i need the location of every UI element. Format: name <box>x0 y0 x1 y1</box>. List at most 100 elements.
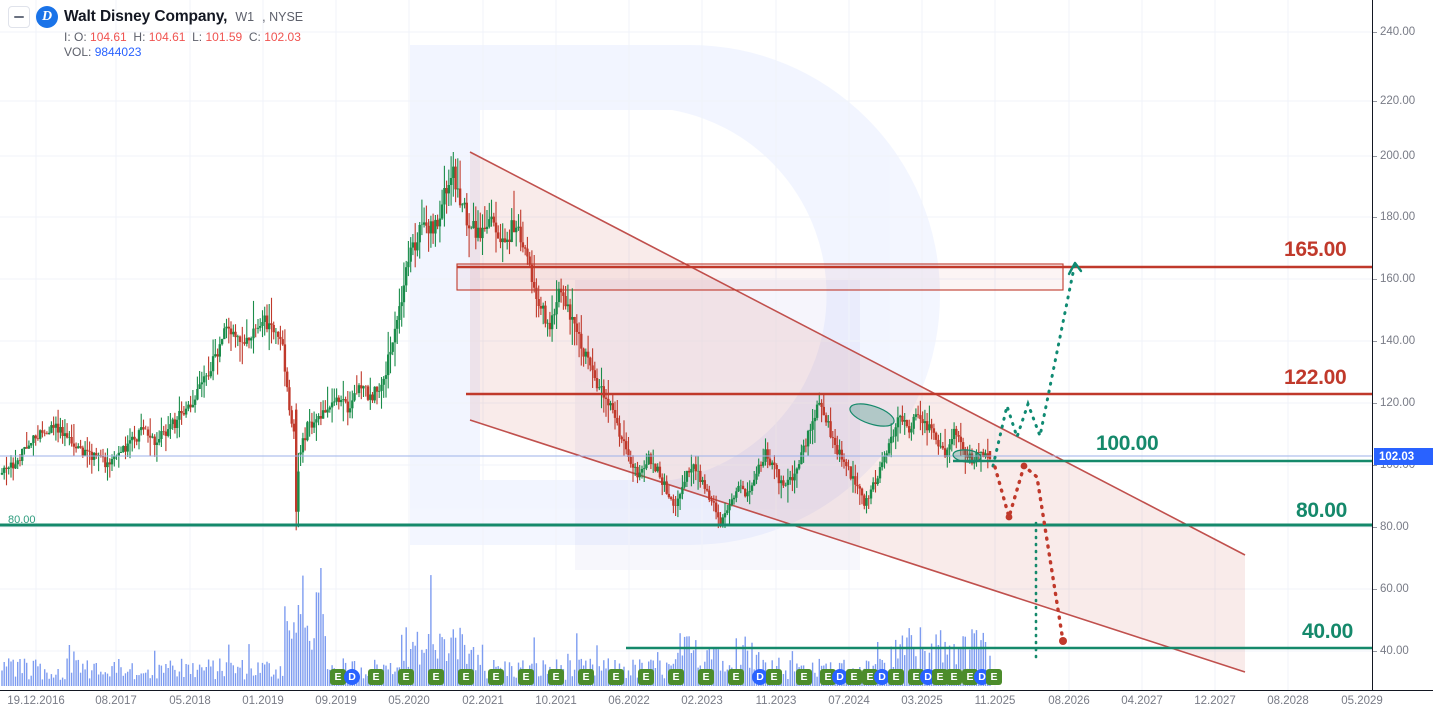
open-label: O: <box>74 30 87 44</box>
tick-label: 60.00 <box>1380 583 1409 595</box>
minus-icon[interactable] <box>8 6 30 28</box>
time-tick-03-2025: 03.2025 <box>901 695 943 707</box>
disney-logo-icon: D <box>36 6 58 28</box>
earnings-badge[interactable]: E <box>698 669 714 685</box>
earnings-badge[interactable]: E <box>728 669 744 685</box>
tick-dash <box>1373 340 1377 342</box>
earnings-badge[interactable]: E <box>608 669 624 685</box>
tick-dash <box>1373 402 1377 404</box>
time-scale[interactable]: 19.12.2016 08.2017 05.2018 01.2019 09.2019 05… <box>0 690 1433 714</box>
time-tick-11-2023: 11.2023 <box>755 695 797 707</box>
earnings-badge[interactable]: E <box>932 669 948 685</box>
earnings-badge[interactable]: E <box>548 669 564 685</box>
tick-label: 80.00 <box>1380 521 1409 533</box>
earnings-badge[interactable]: E <box>368 669 384 685</box>
earnings-badge[interactable]: E <box>846 669 862 685</box>
tick-label: 180.00 <box>1380 211 1416 223</box>
time-tick-06-2022: 06.2022 <box>608 695 650 707</box>
time-tick-04-2027: 04.2027 <box>1121 695 1163 707</box>
time-tick-12-2027: 12.2027 <box>1194 695 1236 707</box>
descending-channel-annotation <box>469 151 1246 673</box>
level-label-40: 40.00 <box>1302 620 1354 643</box>
low-label: L: <box>192 30 203 44</box>
level-label-80-inline: 80.00 <box>8 514 36 526</box>
legend-title-row: D Walt Disney Company, W1 , NYSE <box>8 4 303 30</box>
earnings-badge[interactable]: E <box>638 669 654 685</box>
earnings-badge[interactable]: E <box>458 669 474 685</box>
earnings-badge[interactable]: E <box>330 669 346 685</box>
tick-dash <box>1373 526 1377 528</box>
dividend-badge[interactable]: D <box>874 669 890 685</box>
volume-row: VOL: 9844023 <box>64 45 303 60</box>
price-tick-80-00: 80.00 <box>1373 520 1409 534</box>
symbol-name[interactable]: Walt Disney Company, <box>64 8 228 25</box>
highlight-ellipses <box>849 403 982 463</box>
tick-label: 220.00 <box>1380 95 1416 107</box>
dividend-badge[interactable]: D <box>832 669 848 685</box>
earnings-badge[interactable]: E <box>766 669 782 685</box>
price-scale[interactable]: 240.00 220.00 200.00 180.00 160.00 140.00 120.… <box>1372 0 1433 690</box>
chart-canvas <box>0 0 1372 690</box>
bullish-projection-path <box>991 261 1077 468</box>
time-tick-05-2029: 05.2029 <box>1341 695 1383 707</box>
time-tick-02-2021: 02.2021 <box>462 695 504 707</box>
chart-plot-area[interactable]: 165.00 122.00 100.00 80.00 40.00 80.00 E… <box>0 0 1372 690</box>
earnings-badge[interactable]: E <box>398 669 414 685</box>
tick-dash <box>1373 588 1377 590</box>
level-label-165: 165.00 <box>1284 238 1347 261</box>
tick-label: 40.00 <box>1380 645 1409 657</box>
interval-label[interactable]: W1 <box>235 10 255 24</box>
volume-value: 9844023 <box>94 45 142 59</box>
time-tick-11-2025: 11.2025 <box>974 695 1016 707</box>
price-tick-120-00: 120.00 <box>1373 396 1415 410</box>
level-label-100: 100.00 <box>1096 432 1159 455</box>
tick-dash <box>1373 100 1377 102</box>
tick-dash <box>1373 278 1377 280</box>
ohlc-prefix: I: <box>64 30 71 44</box>
time-tick-10-2021: 10.2021 <box>535 695 577 707</box>
chart-gridlines <box>0 0 1372 690</box>
earnings-badge[interactable]: E <box>796 669 812 685</box>
dividend-badge[interactable]: D <box>344 669 360 685</box>
time-tick-07-2024: 07.2024 <box>828 695 870 707</box>
earnings-badge[interactable]: E <box>578 669 594 685</box>
chart-legend: D Walt Disney Company, W1 , NYSE I: O: 1… <box>8 4 303 60</box>
earnings-badge[interactable]: E <box>668 669 684 685</box>
earnings-badge[interactable]: E <box>428 669 444 685</box>
time-tick-05-2018: 05.2018 <box>169 695 211 707</box>
tick-dash <box>1373 216 1377 218</box>
level-label-80: 80.00 <box>1296 499 1348 522</box>
earnings-badge[interactable]: E <box>488 669 504 685</box>
earnings-badge[interactable]: E <box>888 669 904 685</box>
resistance-zone-box <box>456 263 1064 291</box>
tick-dash <box>1373 155 1377 157</box>
price-tick-60-00: 60.00 <box>1373 582 1409 596</box>
tick-dash <box>1373 464 1377 466</box>
high-label: H: <box>133 30 146 44</box>
high-value: 104.61 <box>148 30 186 44</box>
time-tick-19-12-2016: 19.12.2016 <box>7 695 65 707</box>
time-tick-08-2028: 08.2028 <box>1267 695 1309 707</box>
time-tick-01-2019: 01.2019 <box>242 695 284 707</box>
last-price-tag: 102.03 <box>1374 448 1433 465</box>
minus-icon-bar <box>14 16 24 18</box>
price-level-lines <box>0 265 1372 650</box>
ellipse-current-zone <box>952 449 982 463</box>
earnings-badge[interactable]: E <box>518 669 534 685</box>
close-label: C: <box>248 30 261 44</box>
tick-label: 240.00 <box>1380 26 1416 38</box>
price-tick-200-00: 200.00 <box>1373 149 1415 163</box>
earnings-badge[interactable]: E <box>946 669 962 685</box>
bullish-projection-arrowhead <box>1067 261 1083 276</box>
level-label-122: 122.00 <box>1284 366 1347 389</box>
time-tick-05-2020: 05.2020 <box>388 695 430 707</box>
price-tick-240-00: 240.00 <box>1373 25 1415 39</box>
earnings-badge[interactable]: E <box>986 669 1002 685</box>
close-value: 102.03 <box>264 30 301 44</box>
price-tick-140-00: 140.00 <box>1373 334 1415 348</box>
tick-label: 200.00 <box>1380 150 1416 162</box>
dividend-badge[interactable]: D <box>752 669 768 685</box>
tick-label: 120.00 <box>1380 397 1416 409</box>
